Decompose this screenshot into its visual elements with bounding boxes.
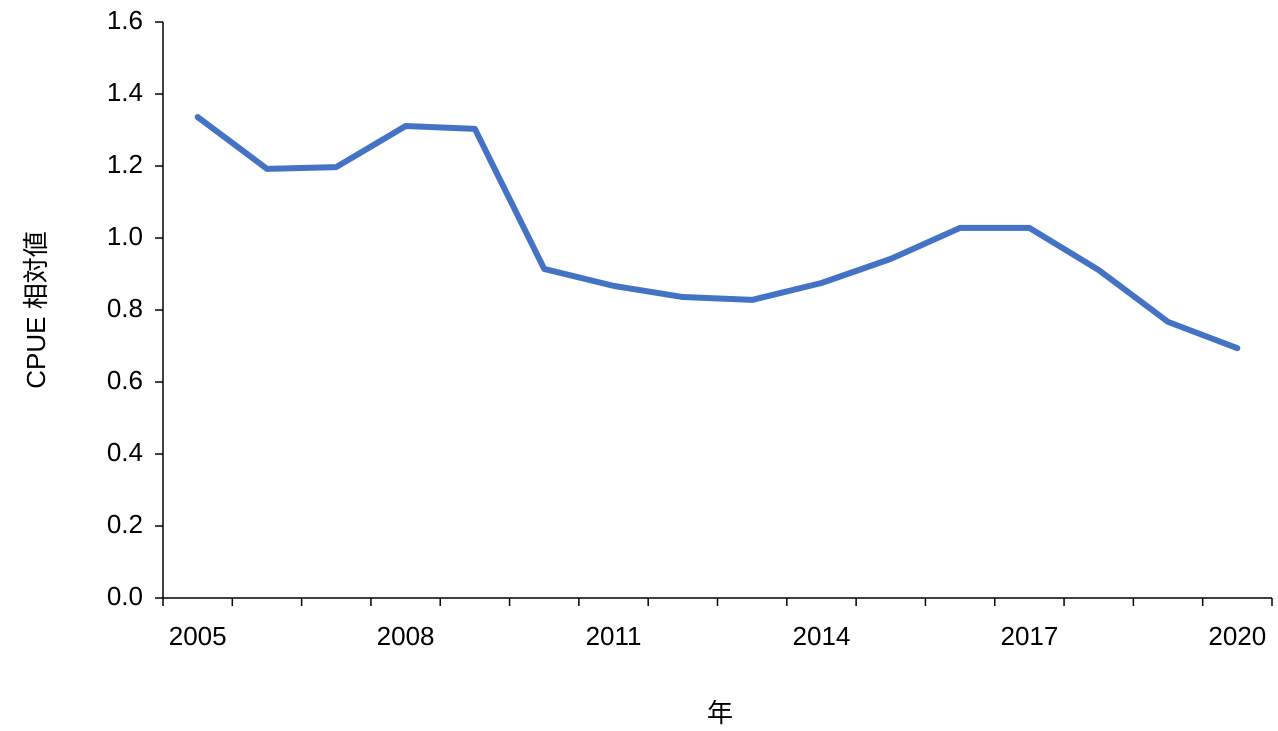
data-line [194, 114, 1241, 352]
x-axis-label: 年 [707, 698, 733, 728]
y-tick-label: 0.6 [107, 365, 143, 395]
x-tick-label: 2017 [1000, 621, 1058, 651]
y-tick-label: 0.0 [107, 581, 143, 611]
y-tick-label: 0.2 [107, 509, 143, 539]
x-tick-label: 2014 [793, 621, 851, 651]
x-tick-label: 2011 [586, 621, 642, 651]
y-tick-label: 1.4 [107, 77, 143, 107]
y-tick-label: 0.4 [107, 437, 143, 467]
y-tick-label: 1.6 [107, 5, 143, 35]
y-tick-label: 0.8 [107, 293, 143, 323]
y-tick-label: 1.0 [107, 221, 143, 251]
y-tick-label: 1.2 [107, 149, 143, 179]
x-tick-label: 2008 [377, 621, 435, 651]
x-tick-label: 2005 [169, 621, 227, 651]
x-tick-label: 2020 [1208, 621, 1266, 651]
y-axis-label: CPUE 相対値 [21, 231, 51, 388]
